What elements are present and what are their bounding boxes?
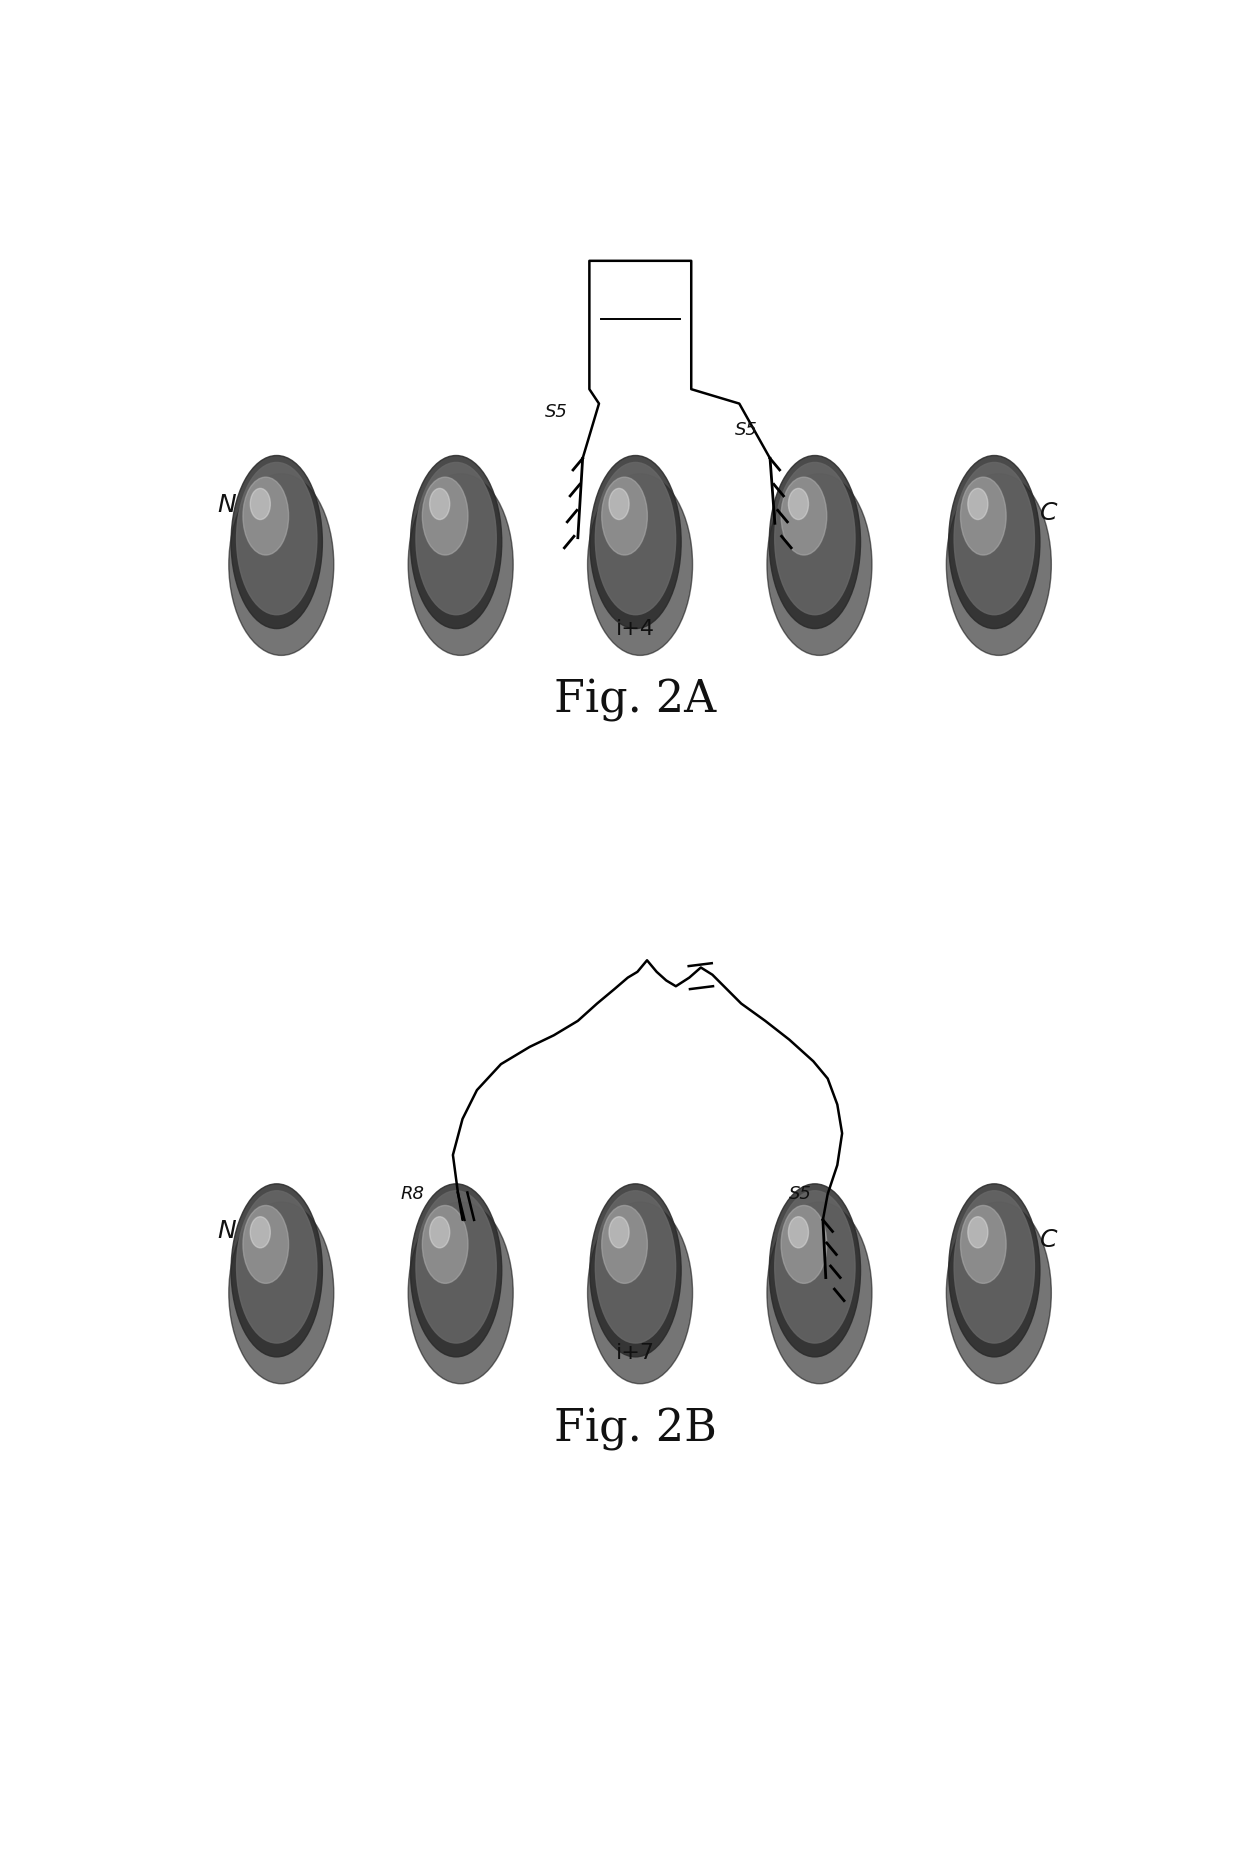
Ellipse shape <box>429 1217 450 1247</box>
Ellipse shape <box>949 455 1040 629</box>
Ellipse shape <box>237 1191 317 1343</box>
Ellipse shape <box>789 1217 808 1247</box>
Text: C: C <box>1040 502 1058 524</box>
Ellipse shape <box>243 478 289 554</box>
Ellipse shape <box>789 489 808 519</box>
Ellipse shape <box>961 1206 1006 1283</box>
Ellipse shape <box>954 1191 1034 1343</box>
Ellipse shape <box>429 489 450 519</box>
Text: S5: S5 <box>790 1186 812 1202</box>
Ellipse shape <box>590 1184 681 1356</box>
Ellipse shape <box>231 455 322 629</box>
Text: i+4: i+4 <box>616 618 655 639</box>
Ellipse shape <box>423 478 467 554</box>
Ellipse shape <box>588 1202 693 1384</box>
Ellipse shape <box>609 489 629 519</box>
Text: Fig. 2B: Fig. 2B <box>554 1407 717 1450</box>
Text: N: N <box>218 493 237 517</box>
Text: S5: S5 <box>734 421 758 438</box>
Ellipse shape <box>237 463 317 614</box>
Ellipse shape <box>408 474 513 656</box>
Text: R8: R8 <box>401 1186 424 1202</box>
Ellipse shape <box>967 1217 988 1247</box>
Ellipse shape <box>588 474 693 656</box>
Ellipse shape <box>423 1206 467 1283</box>
Ellipse shape <box>243 1206 289 1283</box>
Ellipse shape <box>250 489 270 519</box>
Ellipse shape <box>946 1202 1052 1384</box>
Text: Fig. 2A: Fig. 2A <box>554 680 717 723</box>
Ellipse shape <box>961 478 1006 554</box>
Ellipse shape <box>410 1184 502 1356</box>
Ellipse shape <box>250 1217 270 1247</box>
Ellipse shape <box>781 1206 827 1283</box>
Ellipse shape <box>415 1191 496 1343</box>
Ellipse shape <box>595 1191 676 1343</box>
Ellipse shape <box>768 1202 872 1384</box>
Text: S5: S5 <box>546 403 568 421</box>
Ellipse shape <box>601 478 647 554</box>
Text: C: C <box>1040 1229 1058 1251</box>
Ellipse shape <box>768 474 872 656</box>
Ellipse shape <box>775 463 856 614</box>
Ellipse shape <box>231 1184 322 1356</box>
Ellipse shape <box>967 489 988 519</box>
Ellipse shape <box>601 1206 647 1283</box>
Ellipse shape <box>229 474 334 656</box>
Ellipse shape <box>410 455 502 629</box>
Ellipse shape <box>769 1184 861 1356</box>
Ellipse shape <box>775 1191 856 1343</box>
Text: i+7: i+7 <box>616 1343 655 1362</box>
Ellipse shape <box>954 463 1034 614</box>
Ellipse shape <box>229 1202 334 1384</box>
Ellipse shape <box>946 474 1052 656</box>
Ellipse shape <box>609 1217 629 1247</box>
Ellipse shape <box>781 478 827 554</box>
Ellipse shape <box>408 1202 513 1384</box>
Text: N: N <box>218 1219 237 1244</box>
Ellipse shape <box>949 1184 1040 1356</box>
Ellipse shape <box>595 463 676 614</box>
Ellipse shape <box>590 455 681 629</box>
Ellipse shape <box>769 455 861 629</box>
Ellipse shape <box>415 463 496 614</box>
